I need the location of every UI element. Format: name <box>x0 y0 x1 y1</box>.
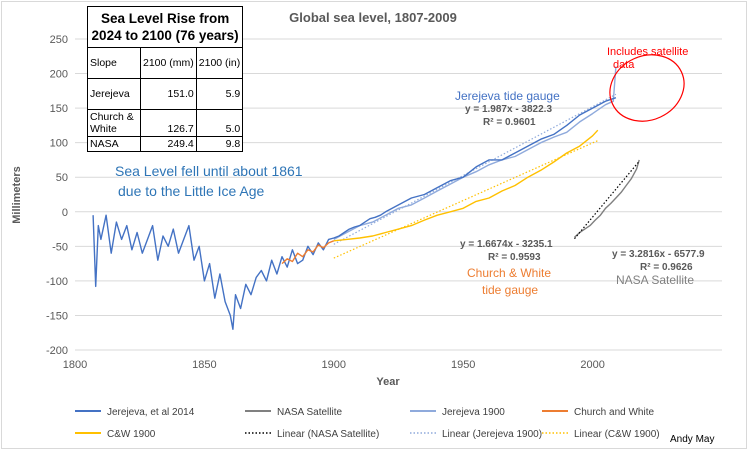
y-tick-label: -50 <box>52 241 68 253</box>
y-tick-label: 0 <box>62 207 68 219</box>
y-axis-title: Millimeters <box>11 166 23 223</box>
satellite-highlight-ellipse <box>609 54 685 122</box>
table-header: Slope <box>87 47 141 79</box>
series-line-c-w-1900 <box>333 129 599 242</box>
credit-text: Andy May <box>670 434 714 445</box>
jerejeva-r2: R² = 0.9601 <box>483 117 536 128</box>
legend-label: Linear (Jerejeva 1900) <box>442 429 542 440</box>
table-cell-name: Jerejeva <box>87 78 141 110</box>
legend-label: NASA Satellite <box>277 407 342 418</box>
series-line-linear-nasa-satellite <box>574 160 640 240</box>
y-tick-label: 200 <box>50 69 68 81</box>
legend-label: Linear (C&W 1900) <box>574 429 660 440</box>
jerejeva-label: Jerejeva tide gauge <box>455 89 560 103</box>
table-cell-in: 5.0 <box>195 109 244 137</box>
y-tick-label: -200 <box>46 345 68 357</box>
cw-r2: R² = 0.9593 <box>488 252 541 263</box>
chart-title: Global sea level, 1807-2009 <box>289 10 457 25</box>
table-title-line2: 2024 to 2100 (76 years) <box>91 28 239 43</box>
little-ice-age-line2: due to the Little Ice Age <box>118 183 265 199</box>
y-tick-label: 50 <box>56 172 68 184</box>
series-line-jerejeva-et-al-2014 <box>92 97 617 330</box>
legend-label: C&W 1900 <box>107 429 156 440</box>
y-tick-label: 150 <box>50 103 68 115</box>
cw-label-1: Church & White <box>467 266 551 280</box>
jerejeva-equation: y = 1.987x - 3822.3 <box>465 104 552 115</box>
series-line-nasa-satellite <box>574 159 640 238</box>
table-header: 2100 (mm) <box>140 47 197 79</box>
table-title-line1: Sea Level Rise from <box>100 11 230 26</box>
table-header: 2100 (in) <box>195 47 244 79</box>
series-line-jerejeva-1900 <box>333 66 617 241</box>
x-tick-label: 1800 <box>63 359 87 371</box>
nasa-r2: R² = 0.9626 <box>640 262 693 273</box>
table-cell-name: Church & White <box>87 109 141 137</box>
series-layer <box>92 66 640 330</box>
series-line-church-and-white <box>281 240 335 265</box>
table-cell-mm: 151.0 <box>140 78 197 110</box>
satellite-note-line1: Includes satellite <box>607 46 688 58</box>
series-line-linear-jerejeva-1900 <box>333 93 617 245</box>
y-tick-label: -150 <box>46 310 68 322</box>
x-tick-label: 1900 <box>322 359 346 371</box>
cw-label-2: tide gauge <box>482 283 538 297</box>
table-cell-name: NASA <box>87 136 141 152</box>
legend-label: Church and White <box>574 407 654 418</box>
table-cell-in: 5.9 <box>195 78 244 110</box>
x-axis-title: Year <box>376 376 400 388</box>
sea-level-rise-table: Sea Level Rise from 2024 to 2100 (76 yea… <box>86 6 244 152</box>
legend: Jerejeva, et al 2014 NASA Satellite Jereje… <box>75 407 660 440</box>
table-cell-in: 9.8 <box>195 136 244 152</box>
table-cell-mm: 249.4 <box>140 136 197 152</box>
y-tick-label: 250 <box>50 34 68 46</box>
y-axis-ticks: 250 200 150 100 50 0 -50 -100 -150 -200 <box>46 34 68 357</box>
little-ice-age-line1: Sea Level fell until about 1861 <box>115 163 303 179</box>
cw-equation: y = 1.6674x - 3235.1 <box>460 239 553 250</box>
x-tick-label: 1850 <box>192 359 216 371</box>
y-tick-label: 100 <box>50 138 68 150</box>
table-cell-mm: 126.7 <box>140 109 197 137</box>
legend-label: Jerejeva 1900 <box>442 407 505 418</box>
y-tick-label: -100 <box>46 276 68 288</box>
x-tick-label: 1950 <box>451 359 475 371</box>
legend-label: Jerejeva, et al 2014 <box>107 407 195 418</box>
legend-label: Linear (NASA Satellite) <box>277 429 379 440</box>
x-axis-ticks: 1800 1850 1900 1950 2000 <box>63 359 605 371</box>
nasa-label: NASA Satellite <box>616 273 694 287</box>
nasa-equation: y = 3.2816x - 6577.9 <box>612 249 705 260</box>
table-row: Jerejeva 151.0 5.9 <box>87 78 244 110</box>
table-header-row: Slope 2100 (mm) 2100 (in) <box>87 47 244 79</box>
series-line-linear-c-w-1900 <box>333 140 599 259</box>
x-tick-label: 2000 <box>580 359 604 371</box>
table-row: Church & White 126.7 5.0 <box>87 109 244 137</box>
table-row: NASA 249.4 9.8 <box>87 136 244 152</box>
table-title: Sea Level Rise from 2024 to 2100 (76 yea… <box>86 6 244 48</box>
